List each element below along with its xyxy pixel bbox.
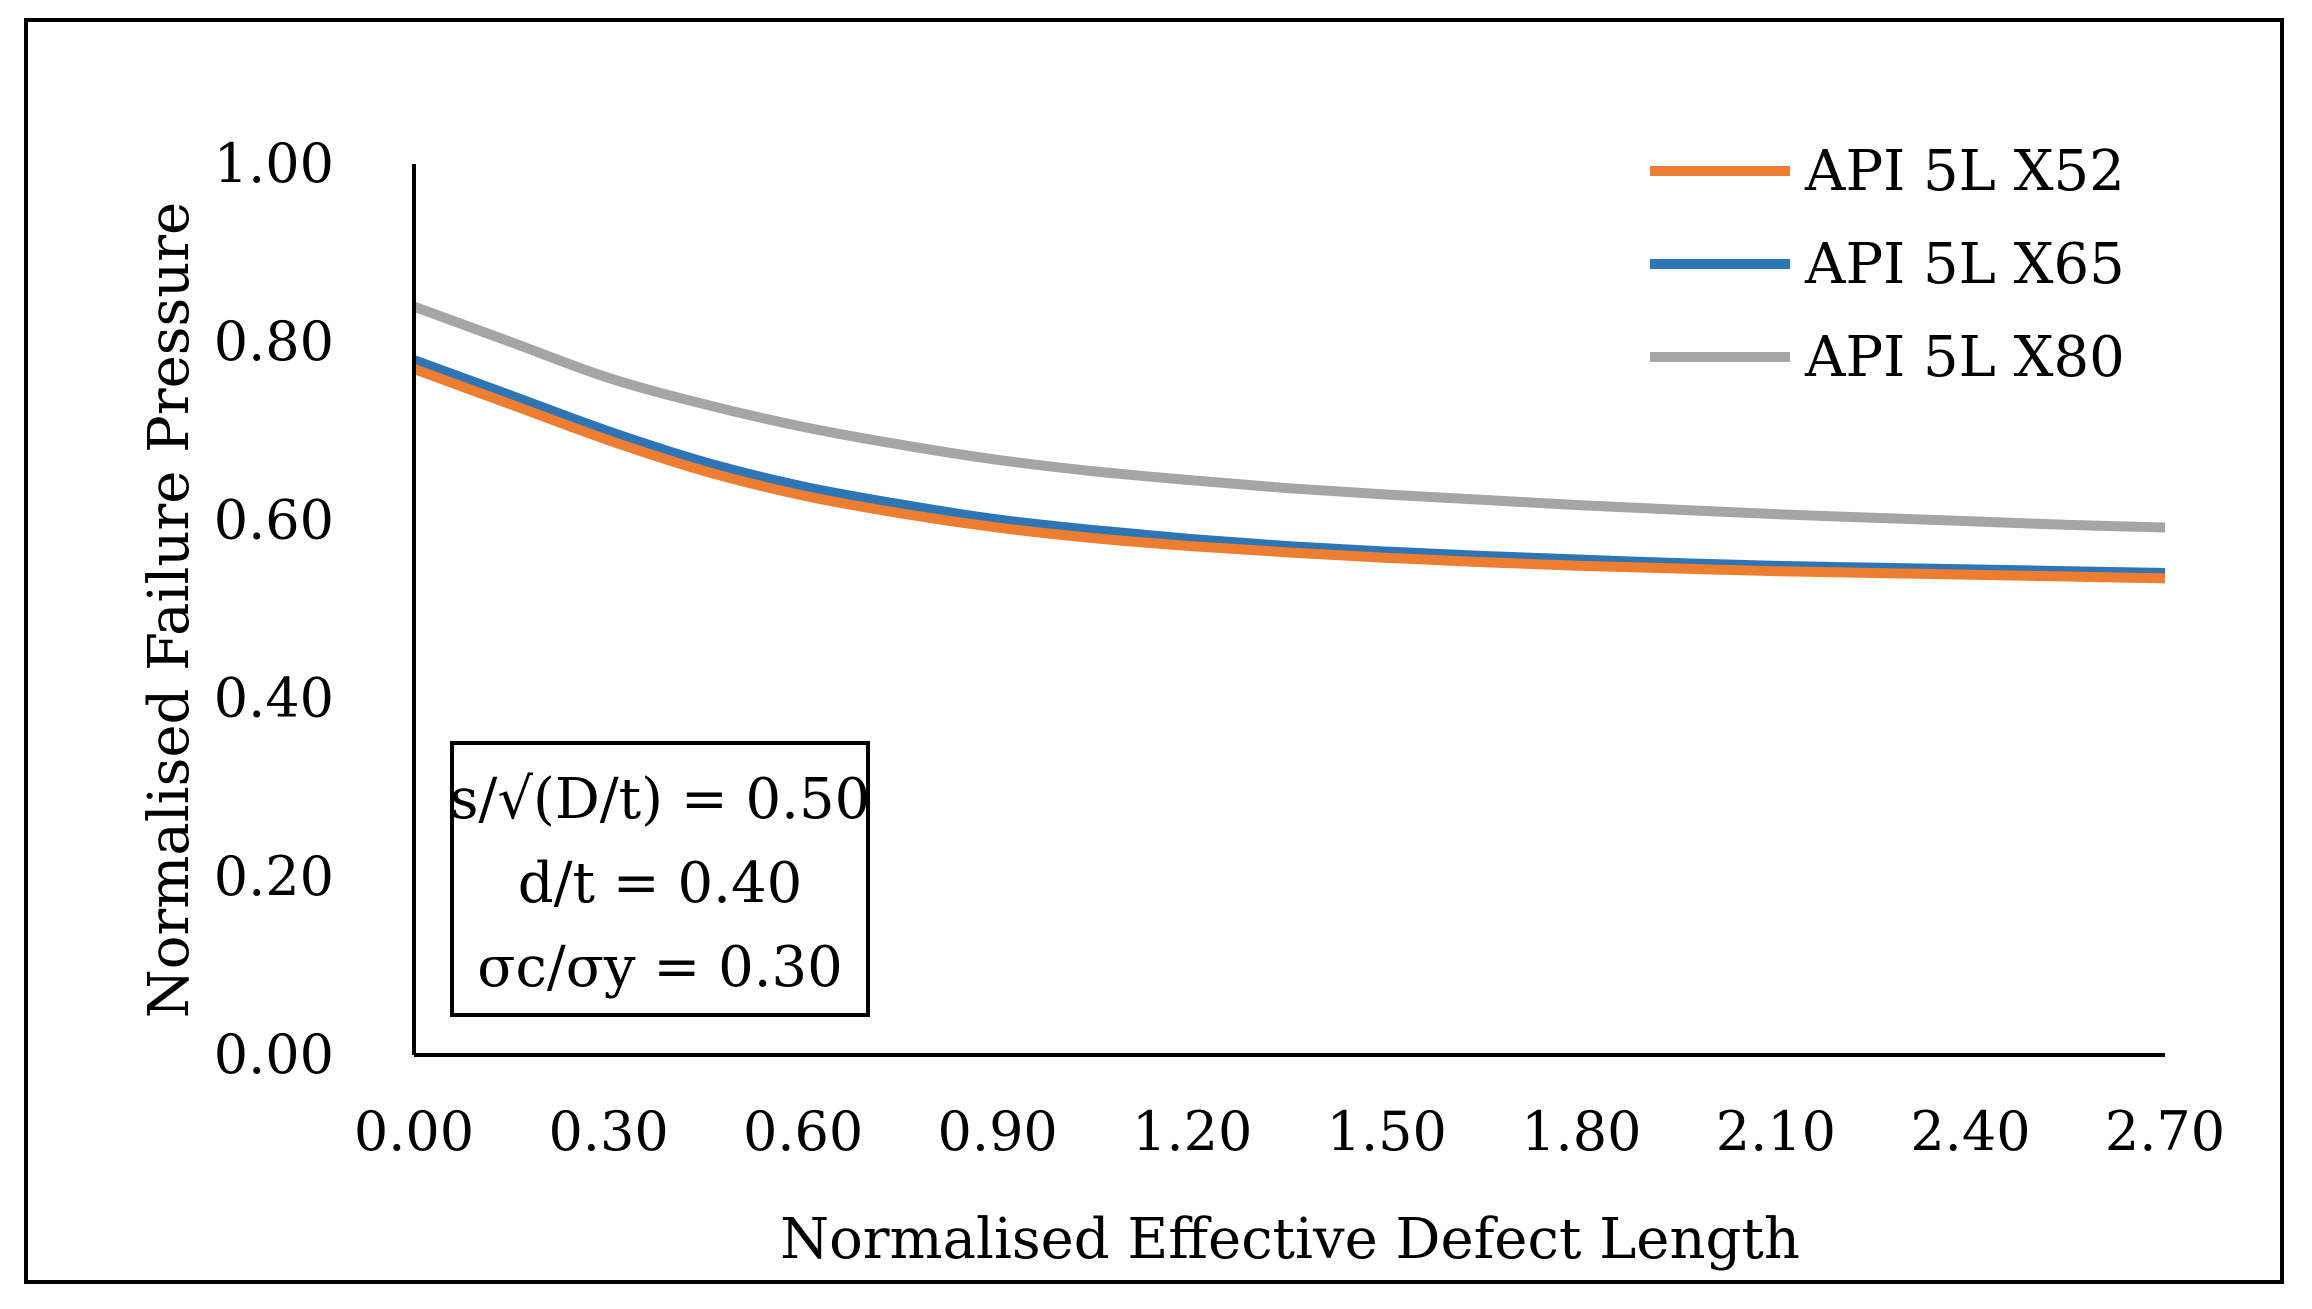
legend-label: API 5L X65 [1804,232,2125,297]
x-tick-label: 2.40 [1910,1100,2030,1163]
x-tick-label: 1.80 [1521,1100,1641,1163]
x-tick-label: 0.30 [548,1100,668,1163]
x-tick-label: 0.00 [354,1100,474,1163]
x-tick-label: 2.70 [2105,1100,2225,1163]
y-tick-label: 0.60 [214,488,334,551]
series-line-api-5l-x65 [412,355,2166,578]
x-tick-label: 2.10 [1716,1100,1836,1163]
y-tick-label: 0.80 [214,310,334,373]
x-tick-label: 1.50 [1327,1100,1447,1163]
series-line-api-5l-x52 [412,364,2166,584]
annotation-line-depth: d/t = 0.40 [518,851,802,916]
legend: API 5L X52 API 5L X65 API 5L X80 [1650,139,2125,390]
series-line-api-5l-x80 [412,301,2166,533]
legend-label: API 5L X52 [1804,139,2125,204]
annotation-border [450,741,870,1017]
legend-label: API 5L X80 [1804,325,2125,390]
y-tick-label: 0.00 [214,1023,334,1086]
chart-frame [24,18,2284,1284]
y-tick-labels: 0.00 0.20 0.40 0.60 0.80 1.00 [214,132,334,1086]
x-tick-labels: 0.00 0.30 0.60 0.90 1.20 1.50 1.80 2.10 2.40 2.70 [354,1100,2225,1163]
parameter-annotation-box: s/√(D/t) = 0.50 d/t = 0.40 σc/σy = 0.30 [450,741,870,1017]
x-tick-label: 1.20 [1132,1100,1252,1163]
x-axis-title: Normalised Effective Defect Length [780,1207,1800,1272]
y-axis-title: Normalised Failure Pressure [137,202,202,1018]
x-tick-label: 0.90 [938,1100,1058,1163]
annotation-line-spacing: s/√(D/t) = 0.50 [450,767,870,832]
y-tick-label: 0.20 [214,845,334,908]
y-tick-label: 0.40 [214,667,334,730]
y-tick-label: 1.00 [214,132,334,195]
series-layer [412,301,2166,584]
annotation-line-stress: σc/σy = 0.30 [477,935,843,1000]
x-tick-label: 0.60 [743,1100,863,1163]
